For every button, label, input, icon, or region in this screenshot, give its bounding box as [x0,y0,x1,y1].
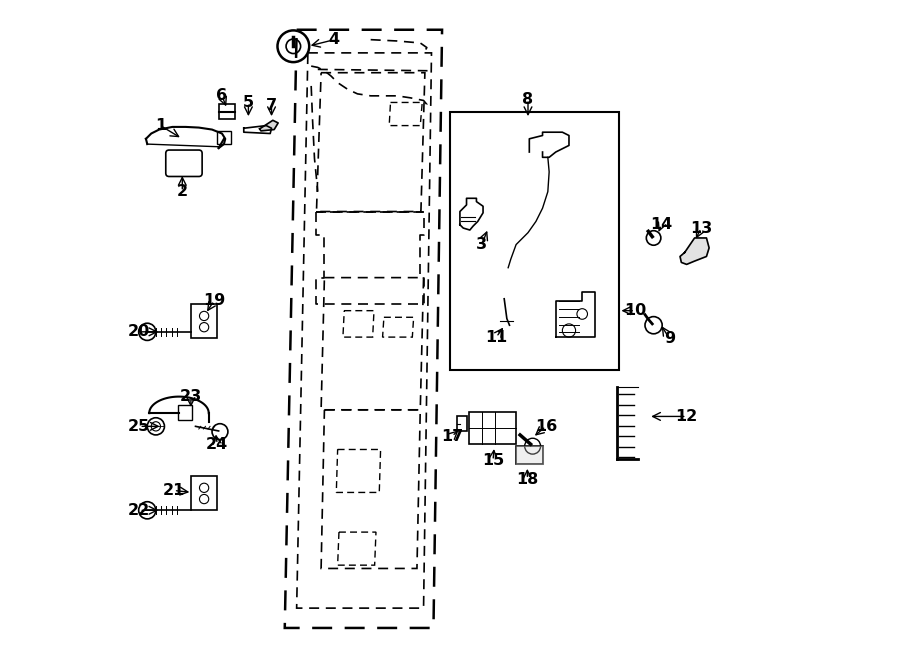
Text: 16: 16 [535,419,557,434]
Bar [191,304,217,338]
Text: 4: 4 [328,32,340,47]
Text: 22: 22 [128,503,150,518]
Text: 24: 24 [206,437,229,451]
Text: 19: 19 [202,293,225,308]
Text: 14: 14 [651,217,672,232]
Text: 12: 12 [676,409,698,424]
Text: 1: 1 [155,118,166,133]
Bar [456,416,466,431]
Text: 15: 15 [482,453,504,468]
Text: 2: 2 [176,184,188,199]
Text: 9: 9 [664,331,675,346]
Bar [191,476,217,510]
Text: 20: 20 [128,325,150,339]
Text: 23: 23 [180,389,202,404]
Bar [219,104,235,119]
Polygon shape [680,238,709,264]
Text: 6: 6 [216,89,228,103]
Text: 7: 7 [266,98,277,113]
Bar [177,405,193,420]
Bar [450,112,618,370]
Bar [469,412,516,444]
Text: 18: 18 [517,472,538,486]
Bar [217,131,230,144]
Text: 5: 5 [243,95,254,110]
Text: 13: 13 [690,221,712,235]
Text: 10: 10 [624,303,646,318]
Text: 3: 3 [476,237,487,252]
Text: 17: 17 [441,429,464,444]
Text: 8: 8 [522,92,534,106]
Bar [516,446,543,464]
Text: 11: 11 [485,330,508,344]
Text: 25: 25 [128,419,150,434]
Text: 21: 21 [163,483,184,498]
Polygon shape [516,446,543,464]
Polygon shape [259,120,278,131]
